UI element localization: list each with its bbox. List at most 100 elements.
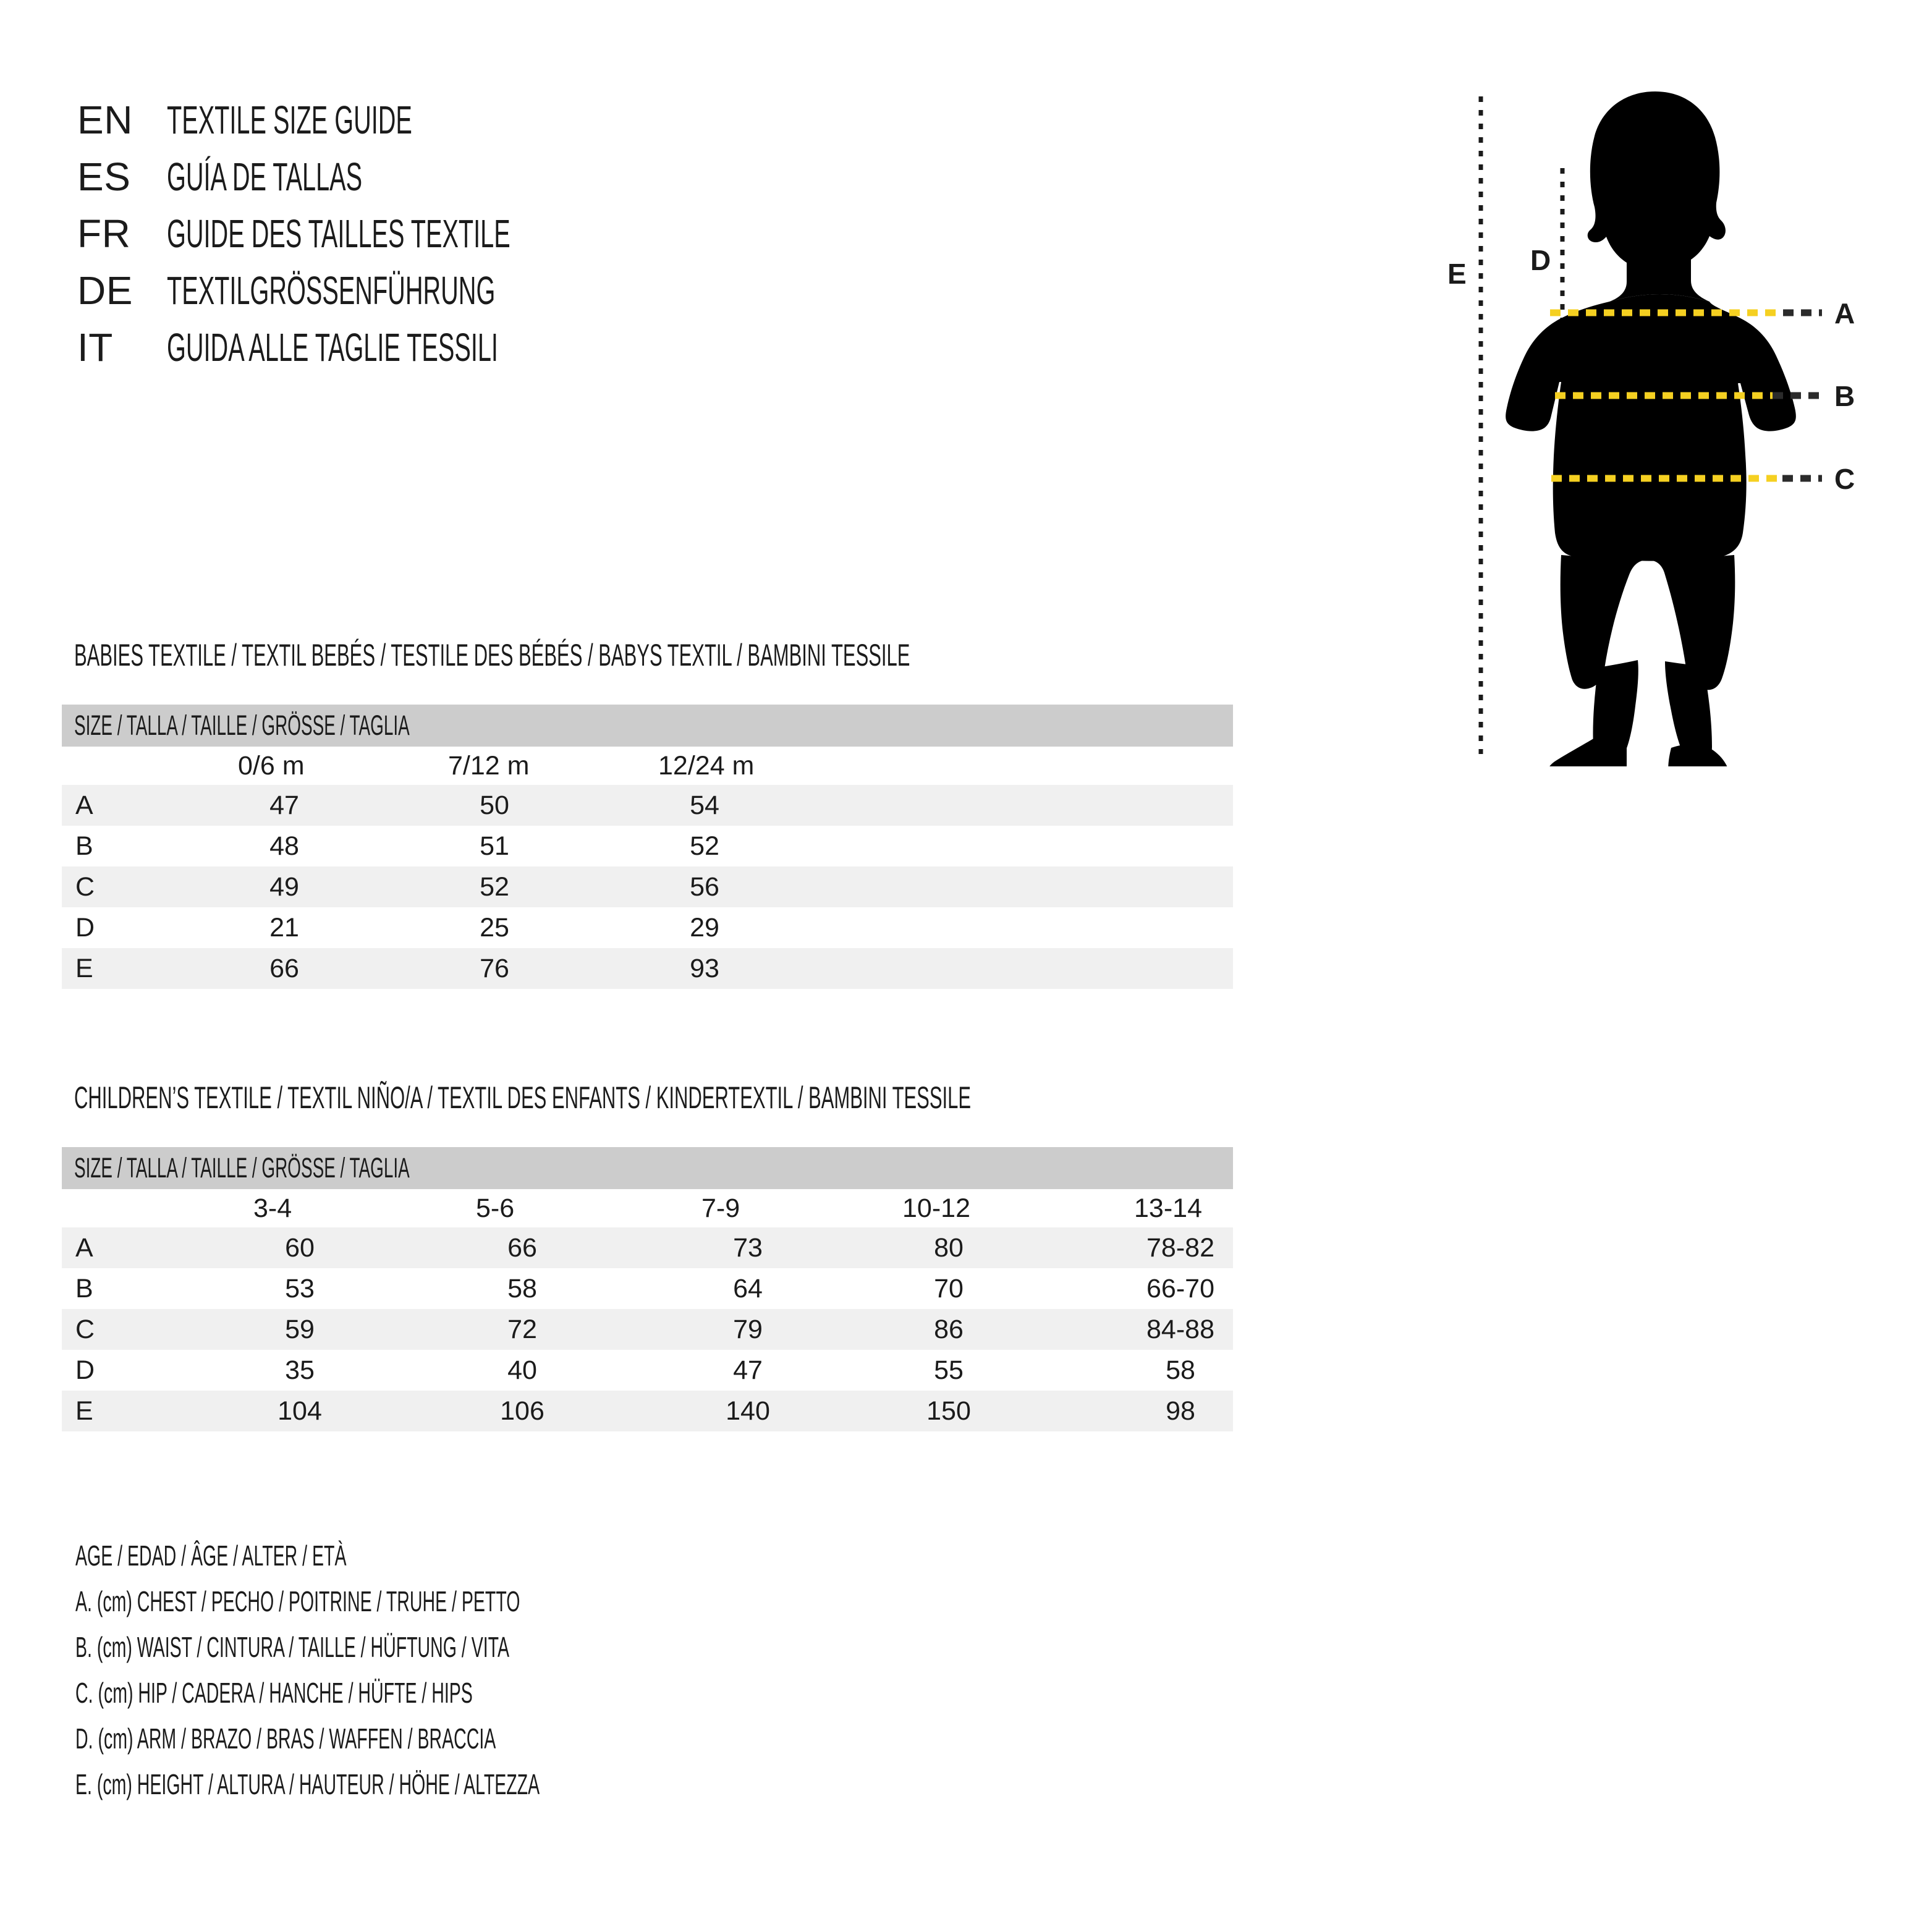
column-header-children-1: 5-6: [476, 1193, 515, 1223]
silhouette-body: [1506, 91, 1796, 786]
table-cell: 78-82: [1146, 1233, 1214, 1263]
language-title-text: GUIDA ALLE TAGLIE TESSILI: [167, 325, 498, 370]
table-cell: 55: [934, 1355, 964, 1385]
legend-item-text: B. (cm) WAIST / CINTURA / TAILLE / HÜFTU…: [75, 1631, 509, 1663]
language-code: DE: [77, 268, 133, 313]
language-title: GUIDA ALLE TAGLIE TESSILI: [167, 319, 701, 376]
language-title: GUIDE DES TAILLES TEXTILE: [167, 205, 721, 262]
table-cell: 64: [733, 1274, 763, 1303]
table-cell: 80: [934, 1233, 964, 1263]
table-header-band: SIZE / TALLA / TAILLE / GRÖSSE / TAGLIA: [62, 705, 1233, 747]
table-cell: 76: [480, 954, 509, 983]
legend-title: AGE / EDAD / ÂGE / ALTER / ETÀ: [75, 1533, 824, 1578]
row-letter: D: [75, 913, 95, 943]
table-row: D 21 25 29: [62, 907, 1233, 948]
table-cell: 49: [269, 872, 299, 902]
table-cell: 104: [278, 1396, 322, 1426]
table-header-label-text: SIZE / TALLA / TAILLE / GRÖSSE / TAGLIA: [74, 1152, 410, 1184]
language-title-text: TEXTILGRÖSSENFÜHRUNG: [167, 268, 496, 313]
row-letter: B: [75, 1274, 93, 1303]
table-cell: 21: [269, 913, 299, 943]
column-header-children-0: 3-4: [253, 1193, 292, 1223]
column-header-row: 3-4 5-6 7-9 10-12 13-14: [62, 1189, 1233, 1227]
table-cell: 29: [690, 913, 719, 943]
table-row: B 53 58 64 70 66-70: [62, 1268, 1233, 1309]
table-cell: 66: [269, 954, 299, 983]
marker-label-D: D: [1530, 244, 1551, 276]
table-row: C 59 72 79 86 84-88: [62, 1309, 1233, 1350]
table-header-band: SIZE / TALLA / TAILLE / GRÖSSE / TAGLIA: [62, 1147, 1233, 1189]
table-cell: 47: [269, 790, 299, 820]
table-header-label: SIZE / TALLA / TAILLE / GRÖSSE / TAGLIA: [74, 1151, 615, 1185]
marker-label-B: B: [1834, 380, 1855, 412]
table-cell: 48: [269, 831, 299, 861]
table-cell: 52: [480, 872, 509, 902]
table-cell: 72: [507, 1315, 537, 1344]
table-row: C 49 52 56: [62, 866, 1233, 907]
table-cell: 150: [926, 1396, 971, 1426]
legend-item: D. (cm) ARM / BRAZO / BRAS / WAFFEN / BR…: [75, 1716, 824, 1761]
table-cell: 53: [285, 1274, 315, 1303]
section-title-text: CHILDREN’S TEXTILE / TEXTIL NIÑO/A / TEX…: [74, 1080, 972, 1115]
measurement-legend: AGE / EDAD / ÂGE / ALTER / ETÀ A. (cm) CH…: [75, 1533, 824, 1807]
table-cell: 52: [690, 831, 719, 861]
legend-item-text: A. (cm) CHEST / PECHO / POITRINE / TRUHE…: [75, 1585, 520, 1617]
language-title: GUÍA DE TALLAS: [167, 148, 482, 205]
table-cell: 51: [480, 831, 509, 861]
table-row: D 35 40 47 55 58: [62, 1350, 1233, 1391]
table-header-label: SIZE / TALLA / TAILLE / GRÖSSE / TAGLIA: [74, 708, 615, 743]
language-title: TEXTILE SIZE GUIDE: [167, 91, 562, 148]
table-cell: 54: [690, 790, 719, 820]
row-letter: A: [75, 790, 93, 820]
table-cell: 140: [726, 1396, 770, 1426]
row-letter: B: [75, 831, 93, 861]
legend-item-text: E. (cm) HEIGHT / ALTURA / HAUTEUR / HÖHE…: [75, 1768, 540, 1800]
table-cell: 106: [500, 1396, 544, 1426]
marker-label-C: C: [1834, 463, 1855, 495]
language-code: IT: [77, 325, 113, 370]
table-cell: 35: [285, 1355, 315, 1385]
table-cell: 60: [285, 1233, 315, 1263]
row-letter: A: [75, 1233, 93, 1263]
table-cell: 84-88: [1146, 1315, 1214, 1344]
table-row: E 104 106 140 150 98: [62, 1391, 1233, 1431]
table-cell: 59: [285, 1315, 315, 1344]
row-letter: C: [75, 872, 95, 902]
legend-item-text: C. (cm) HIP / CADERA / HANCHE / HÜFTE / …: [75, 1677, 473, 1709]
marker-label-A: A: [1834, 297, 1855, 329]
table-row: A 47 50 54: [62, 785, 1233, 826]
legend-item: E. (cm) HEIGHT / ALTURA / HAUTEUR / HÖHE…: [75, 1761, 824, 1807]
column-header-row: 0/6 m 7/12 m 12/24 m: [62, 747, 1233, 785]
legend-item: B. (cm) WAIST / CINTURA / TAILLE / HÜFTU…: [75, 1624, 824, 1670]
language-code: EN: [77, 98, 133, 142]
table-row: A 60 66 73 80 78-82: [62, 1227, 1233, 1268]
row-letter: E: [75, 954, 93, 983]
language-title-text: GUIDE DES TAILLES TEXTILE: [167, 211, 511, 256]
table-cell: 58: [507, 1274, 537, 1303]
legend-item-text: D. (cm) ARM / BRAZO / BRAS / WAFFEN / BR…: [75, 1722, 496, 1755]
table-cell: 25: [480, 913, 509, 943]
legend-item: A. (cm) CHEST / PECHO / POITRINE / TRUHE…: [75, 1578, 824, 1624]
table-row: E 66 76 93: [62, 948, 1233, 989]
size-table-children: SIZE / TALLA / TAILLE / GRÖSSE / TAGLIA 3…: [62, 1147, 1233, 1431]
table-cell: 58: [1166, 1355, 1195, 1385]
row-letter: C: [75, 1315, 95, 1344]
table-cell: 66: [507, 1233, 537, 1263]
row-letter: E: [75, 1396, 93, 1426]
table-cell: 70: [934, 1274, 964, 1303]
language-title-text: TEXTILE SIZE GUIDE: [167, 98, 412, 142]
language-code: FR: [77, 211, 131, 256]
table-cell: 66-70: [1146, 1274, 1214, 1303]
section-title-babies: BABIES TEXTILE / TEXTIL BEBÉS / TESTILE …: [74, 638, 1422, 672]
table-cell: 79: [733, 1315, 763, 1344]
measurement-figure: A B C D E: [1409, 74, 1916, 786]
table-cell: 50: [480, 790, 509, 820]
table-cell: 93: [690, 954, 719, 983]
table-cell: 47: [733, 1355, 763, 1385]
legend-item: C. (cm) HIP / CADERA / HANCHE / HÜFTE / …: [75, 1670, 824, 1716]
size-table-babies: SIZE / TALLA / TAILLE / GRÖSSE / TAGLIA 0…: [62, 705, 1233, 989]
table-cell: 98: [1166, 1396, 1195, 1426]
column-header-children-3: 10-12: [902, 1193, 970, 1223]
column-header-children-4: 13-14: [1134, 1193, 1202, 1223]
column-header-babies-0: 0/6 m: [238, 751, 305, 781]
